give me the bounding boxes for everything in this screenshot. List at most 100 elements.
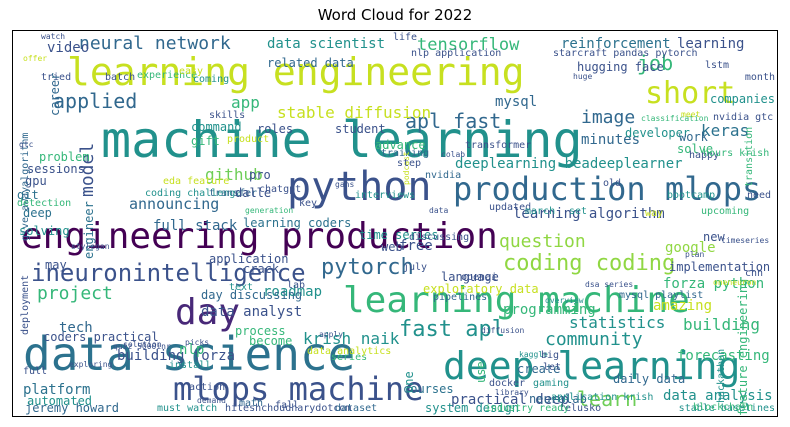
word-cloud-word: hours krish (703, 148, 770, 159)
word-cloud-word: stable diffusion (277, 103, 432, 122)
word-cloud-word: nlp application (411, 48, 502, 59)
word-cloud-word: solution (123, 340, 162, 349)
word-cloud-word: forecasting (677, 348, 770, 364)
word-cloud-word: data scientist (267, 36, 386, 52)
word-cloud-word: dsa series (585, 280, 634, 289)
word-cloud-word: old (603, 178, 622, 189)
word-cloud-word: question (499, 231, 586, 252)
word-cloud-word: amazing (653, 298, 713, 314)
word-cloud-word: student (335, 122, 386, 136)
word-cloud-word: learning engineering (67, 50, 525, 94)
word-cloud-word: data (429, 206, 449, 215)
word-cloud-word: dataset (335, 403, 378, 414)
word-cloud-word: ineuronintelligence (31, 259, 306, 287)
word-cloud-word: building (683, 315, 761, 334)
word-cloud-word: nlp (179, 342, 205, 358)
word-cloud-word: data analyst (201, 304, 303, 320)
word-cloud-word: tried (41, 72, 72, 83)
word-cloud-word: community (545, 329, 643, 350)
word-cloud-word: github (205, 165, 263, 184)
word-cloud-word: app (231, 93, 260, 112)
word-cloud-word: deeplearning beadeeplearner (455, 156, 683, 172)
word-cloud-word: free (399, 238, 433, 254)
word-cloud-word: updated (489, 202, 532, 213)
word-cloud-word: exploratory data (423, 282, 539, 296)
word-cloud-word: nvidia (425, 170, 462, 181)
word-cloud-word: experience (137, 70, 198, 81)
word-cloud-word: tensorflow (417, 35, 520, 55)
word-cloud-word: day discussing (201, 288, 303, 302)
word-cloud-word: industry ready (485, 403, 570, 414)
word-cloud-word: machine learning (101, 111, 583, 169)
word-cloud-word: roles (257, 122, 294, 136)
word-cloud-word: python (287, 164, 432, 210)
word-cloud-word: statistics (569, 313, 666, 332)
word-cloud-word: new (703, 230, 725, 244)
word-cloud-word: telusko (559, 403, 602, 414)
word-cloud-word: nvidia gtc (713, 112, 774, 123)
word-cloud-word: text (229, 282, 254, 293)
word-cloud-word: timeseries (721, 236, 770, 245)
word-cloud-word: meet (681, 110, 701, 119)
word-cloud-word: openai (461, 272, 498, 283)
word-cloud-word: forza python (663, 276, 765, 292)
word-cloud-word: transfer (209, 188, 258, 199)
word-cloud-word: work (679, 130, 708, 144)
word-cloud-word: pro (249, 168, 271, 182)
word-cloud-word: huge (573, 72, 593, 81)
word-cloud-word: cnn (745, 268, 764, 279)
word-cloud-word: coders practical (43, 330, 159, 344)
word-cloud-word: roadmap (263, 284, 323, 300)
word-cloud-word: coding coding (503, 251, 676, 276)
word-cloud-word: skills (209, 110, 246, 121)
word-cloud-word: git (17, 188, 39, 202)
word-cloud-word: learning machine (343, 280, 690, 321)
word-cloud-word: sessions (27, 162, 85, 176)
word-cloud-word: math (239, 398, 264, 409)
word-cloud-word: library (495, 388, 529, 397)
word-cloud-word: solve (677, 142, 714, 156)
word-cloud-word: create (517, 362, 561, 376)
word-cloud-word: neural network (79, 33, 231, 54)
word-cloud-word: one (402, 370, 416, 393)
word-cloud-word: need (747, 190, 772, 201)
word-cloud-word: day (175, 292, 241, 333)
word-cloud-word: lab (287, 280, 306, 291)
word-cloud-word: implementation (669, 260, 771, 274)
word-cloud-word: docker (489, 378, 526, 389)
word-cloud-word: solving (19, 224, 70, 238)
word-cloud-word: happy (689, 150, 720, 161)
word-cloud-word: tech (59, 320, 93, 336)
word-cloud-word: minutes (581, 132, 641, 148)
word-cloud-word: set (569, 206, 588, 217)
word-cloud-word: announcing (129, 195, 220, 213)
word-cloud-word: stylegan (71, 242, 110, 251)
word-cloud-word: may (45, 258, 67, 272)
word-cloud-word: video (47, 40, 90, 56)
word-cloud-word: kaggle (519, 350, 548, 359)
word-cloud-word: plan (685, 250, 705, 259)
word-cloud-word: image (581, 107, 636, 128)
word-cloud-word: upcoming (701, 206, 750, 217)
word-cloud-word: career (48, 72, 62, 117)
word-cloud-word: gans (335, 180, 355, 189)
word-cloud-word: must watch (157, 403, 218, 414)
word-cloud-word: chatgpt (259, 184, 302, 195)
word-cloud-word: fast apl (399, 317, 505, 342)
word-cloud-word: job (637, 51, 674, 75)
word-cloud-word: pipelines (433, 292, 488, 303)
word-cloud-word: keras (701, 121, 750, 140)
word-cloud-word: building forza (117, 348, 236, 364)
word-cloud-word: easy (179, 66, 204, 77)
word-cloud-word: data analysis (663, 388, 773, 404)
word-cloud-word: language (441, 270, 499, 284)
word-cloud-word: deployment (20, 274, 31, 336)
word-cloud-word: feature engineering (736, 278, 750, 416)
word-cloud-word: crack (243, 262, 280, 276)
word-cloud-word: step (397, 158, 422, 169)
word-cloud-word: apply (319, 330, 344, 339)
word-cloud-word: hackathon (716, 348, 727, 404)
word-cloud-word: process (235, 324, 286, 338)
word-cloud-word: eda feature (163, 176, 230, 187)
word-cloud-word: picks (185, 338, 210, 347)
